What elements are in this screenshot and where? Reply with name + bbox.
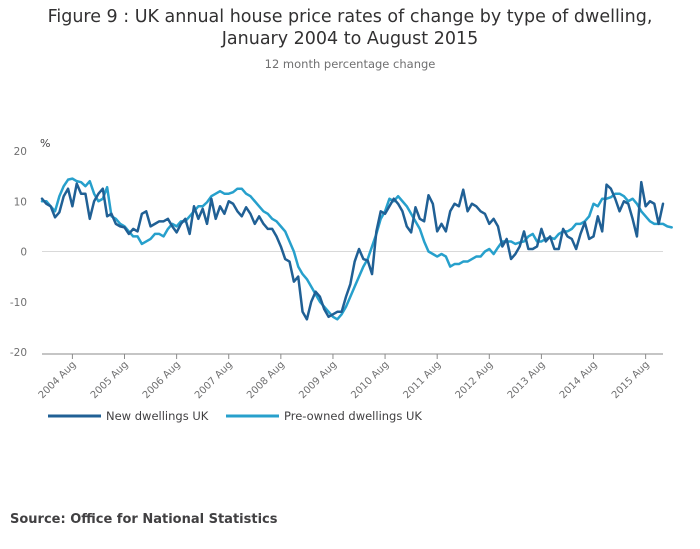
x-tick-label: 2008 Aug (245, 359, 287, 401)
x-tick-label: 2011 Aug (401, 359, 443, 401)
x-tick-label: 2015 Aug (610, 359, 652, 401)
x-tick-label: 2004 Aug (37, 359, 79, 401)
y-tick-label: 0 (20, 247, 27, 259)
y-tick-label: -20 (10, 347, 27, 359)
x-tick-label: 2009 Aug (297, 359, 339, 401)
y-tick-label: 20 (14, 146, 27, 158)
y-tick-label: 10 (14, 196, 27, 208)
x-tick-label: 2010 Aug (349, 359, 391, 401)
legend-label: New dwellings UK (106, 409, 209, 423)
chart-lines (40, 177, 673, 321)
legend-label: Pre-owned dwellings UK (284, 409, 422, 423)
series-line-pre-owned-dwellings (40, 177, 673, 321)
y-tick-label: -10 (10, 297, 27, 309)
chart-axes: % 20 10 0 -10 -20 2004 Aug 2005 Aug 2006 Aug 2007… (10, 137, 663, 401)
x-tick-label: 2013 Aug (506, 359, 548, 401)
x-tick-label: 2005 Aug (89, 359, 131, 401)
x-tick-label: 2006 Aug (141, 359, 183, 401)
chart-subtitle: 12 month percentage change (264, 57, 436, 71)
x-tick-label: 2012 Aug (454, 359, 496, 401)
chart-title-line-2: January 2004 to August 2015 (221, 29, 479, 49)
x-tick-label: 2014 Aug (558, 359, 600, 401)
chart-title-line-1: Figure 9 : UK annual house price rates o… (47, 7, 653, 27)
source-note: Source: Office for National Statistics (10, 512, 278, 527)
chart-legend: New dwellings UK Pre-owned dwellings UK (48, 409, 422, 423)
series-line-new-dwellings (40, 180, 665, 321)
line-chart: % 20 10 0 -10 -20 2004 Aug 2005 Aug 2006 Aug 2007… (10, 137, 673, 423)
chart-title: Figure 9 : UK annual house price rates o… (0, 6, 700, 50)
y-axis-label: % (40, 137, 50, 150)
x-tick-label: 2007 Aug (193, 359, 235, 401)
